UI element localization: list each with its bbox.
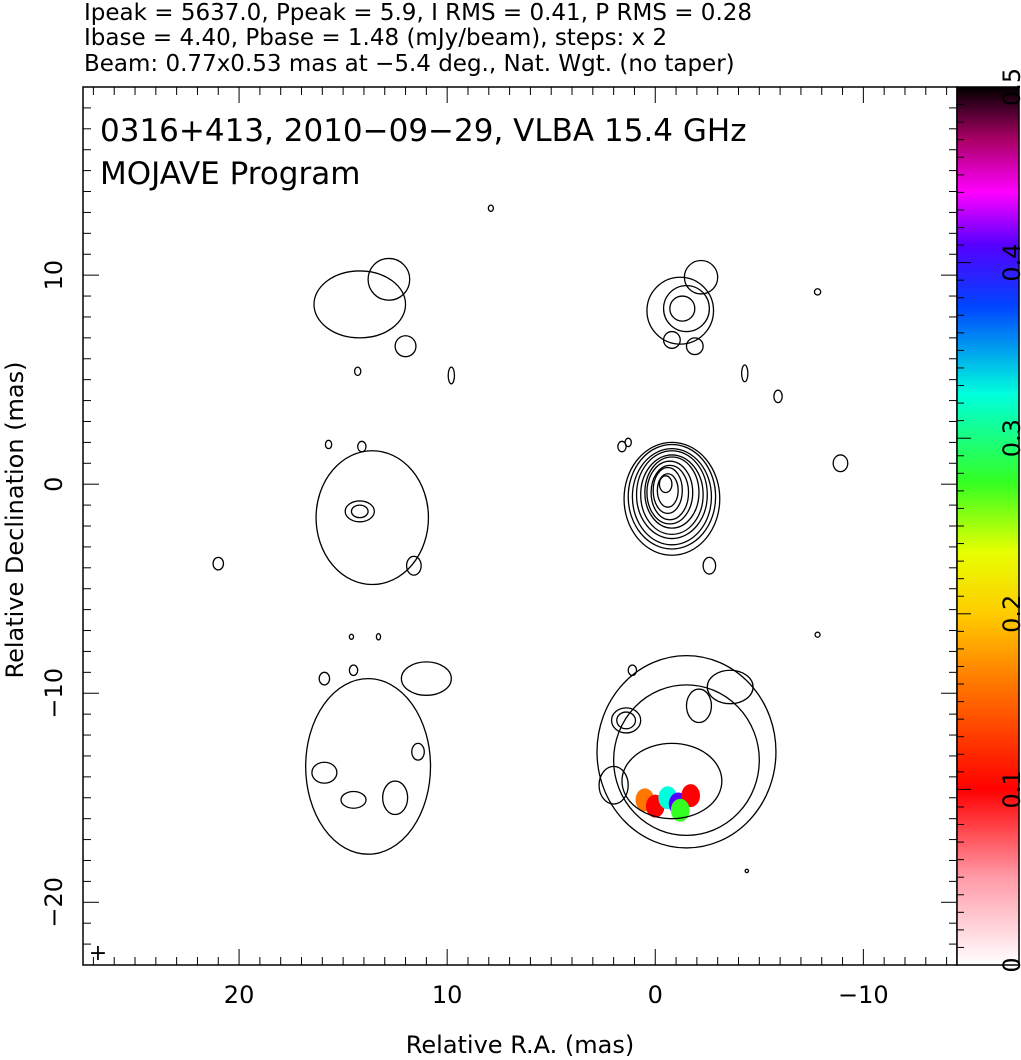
contour-top-right-2 [669,295,696,322]
isolated-contour-6 [813,288,822,296]
contour-middle-right-6 [646,460,694,525]
contour-bottom-right-1 [612,684,760,837]
contour-middle-right-4 [640,454,704,536]
contour-middle-left-1 [344,500,375,523]
header-line-2: Ibase = 4.40, Pbase = 1.48 (mJy/beam), s… [84,25,668,51]
y-tick-label: 0 [40,477,68,492]
contour-middle-left-0 [315,450,430,586]
contour-bottom-right-0 [596,654,777,849]
isolated-contour-5 [773,389,783,404]
contour-top-right-4 [662,330,681,349]
contour-middle-right-5 [644,456,700,529]
colorbar-tick-label: 0.3 [998,419,1021,457]
beam-marker: + [89,941,107,966]
isolated-contour-1 [447,366,456,385]
y-tick-label: −10 [40,668,68,719]
contour-middle-left-3 [324,439,333,450]
contour-middle-right-0 [623,441,721,556]
contour-middle-left-2 [350,504,369,519]
x-tick-label: 0 [648,981,663,1009]
chart-title: 0316+413, 2010−09−29, VLBA 15.4 GHz [100,113,746,149]
contour-bottom-right-6 [685,688,713,724]
isolated-contour-7 [832,454,849,473]
contour-bottom-right-2 [621,742,723,820]
colorbar-tick-label: 0.4 [998,244,1021,282]
contour-middle-right-7 [650,464,690,521]
contour-middle-right-8 [652,466,683,515]
polarization-patch-5-5 [670,798,690,822]
isolated-contour-11 [375,633,382,641]
isolated-contour-0 [487,204,495,213]
contour-bottom-left-3 [382,780,409,816]
colorbar-tick-label: 0.1 [998,770,1021,808]
contour-bottom-left-0 [305,677,432,855]
contour-top-right-5 [685,337,704,356]
y-tick-label: −20 [40,877,68,928]
isolated-contour-12 [348,664,359,677]
x-axis-label: Relative R.A. (mas) [406,1031,634,1059]
y-tick-label: 10 [40,260,68,291]
colorbar-tick-label: 0.2 [998,595,1021,633]
x-tick-label: −10 [838,981,889,1009]
x-tick-label: 10 [432,981,463,1009]
contour-middle-right-3 [635,450,708,540]
contour-middle-right-2 [631,448,713,546]
contour-top-right-3 [683,259,719,295]
contour-bottom-left-2 [311,761,338,784]
colorbar-tick-label: 0 [998,957,1021,972]
contour-bottom-right-3 [610,707,642,734]
header-line-1: Ipeak = 5637.0, Ppeak = 5.9, I RMS = 0.4… [84,0,753,26]
isolated-contour-8 [744,868,750,874]
header-line-3: Beam: 0.77x0.53 mas at −5.4 deg., Nat. W… [84,51,735,77]
contour-middle-left-4 [405,555,422,576]
contour-bottom-left-6 [318,671,331,686]
y-axis-label: Relative Declination (mas) [1,361,29,678]
colorbar [956,86,1020,966]
isolated-contour-10 [348,633,355,640]
contour-bottom-left-5 [411,742,425,761]
colorbar-tick-label: 0.5 [998,68,1021,106]
contour-middle-right-9 [656,473,679,508]
contour-middle-right-12 [702,556,717,575]
contour-top-left-0 [313,270,407,339]
isolated-contour-9 [814,631,821,638]
isolated-contour-2 [357,440,367,453]
contour-middle-left-5 [212,556,225,571]
contour-bottom-left-4 [340,790,367,809]
contour-middle-right-1 [627,443,717,550]
isolated-contour-4 [740,364,749,383]
contour-top-right-0 [646,276,715,345]
contour-bottom-right-4 [616,711,637,730]
contour-bottom-right-7 [706,669,754,705]
contour-middle-right-10 [658,475,673,494]
contour-top-left-3 [353,366,362,377]
chart-subtitle: MOJAVE Program [100,156,360,192]
plot-frame [82,86,958,966]
isolated-contour-3 [617,440,627,453]
contour-bottom-left-1 [400,661,452,696]
x-tick-label: 20 [224,981,255,1009]
isolated-contour-13 [627,664,638,677]
contour-top-left-2 [394,335,417,358]
contour-bottom-right-5 [598,765,629,805]
contour-top-left-1 [367,257,411,301]
